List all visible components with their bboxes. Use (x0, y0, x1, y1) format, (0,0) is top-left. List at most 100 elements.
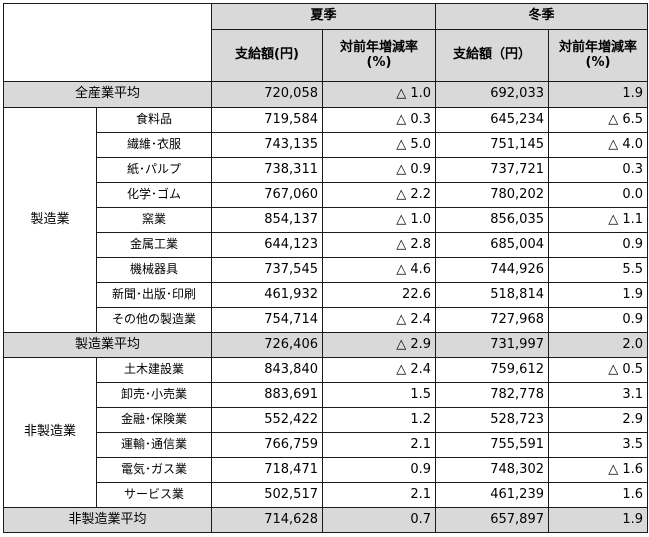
industry-label: 繊維･衣服 (96, 132, 212, 158)
manufacturing-average-row-winter-amount: 731,997 (435, 332, 549, 358)
non-manufacturing-average-row-label: 非製造業平均 (3, 507, 212, 533)
non-manufacturing-average-row-winter-amount: 657,897 (435, 507, 549, 533)
table-row: 金融･保険業 552,422 1.2 528,723 2.9 (4, 407, 648, 433)
non-manufacturing-average-row-summer-amount: 714,628 (211, 507, 323, 533)
winter-amount: 856,035 (435, 207, 549, 233)
winter-amount: 737,721 (435, 157, 549, 183)
manufacturing-average-row: 製造業平均 726,406 △ 2.9 731,997 2.0 (3, 332, 648, 358)
all-industry-average-row-label: 全産業平均 (3, 81, 212, 108)
table-row: 機械器具 737,545 △ 4.6 744,926 5.5 (4, 257, 648, 283)
table-row: 電気･ガス業 718,471 0.9 748,302 △ 1.6 (4, 457, 648, 483)
table-row: 窯業 854,137 △ 1.0 856,035 △ 1.1 (4, 207, 648, 233)
summer-rate: △ 2.8 (322, 232, 436, 258)
winter-amount: 759,612 (435, 357, 549, 383)
table-row: サービス業 502,517 2.1 461,239 1.6 (4, 482, 648, 508)
all-industry-average-row-summer-rate: △ 1.0 (322, 81, 436, 108)
table-row: 金属工業 644,123 △ 2.8 685,004 0.9 (4, 232, 648, 258)
summer-amount: 718,471 (211, 457, 323, 483)
summer-rate: △ 0.3 (322, 107, 436, 133)
manufacturing-group-label: 製造業 (3, 107, 97, 333)
winter-rate: △ 1.6 (548, 457, 648, 483)
table-row: 繊維･衣服 743,135 △ 5.0 751,145 △ 4.0 (4, 132, 648, 158)
header-summer-amount: 支給額(円) (211, 29, 323, 82)
industry-label: 卸売･小売業 (96, 382, 212, 408)
industry-label: 化学･ゴム (96, 182, 212, 208)
industry-label: 運輸･通信業 (96, 432, 212, 458)
summer-amount: 737,545 (211, 257, 323, 283)
summer-amount: 502,517 (211, 482, 323, 508)
summer-rate: 2.1 (322, 432, 436, 458)
winter-amount: 685,004 (435, 232, 549, 258)
summer-rate: △ 5.0 (322, 132, 436, 158)
industry-label: 紙･パルプ (96, 157, 212, 183)
winter-amount: 782,778 (435, 382, 549, 408)
industry-label: 金属工業 (96, 232, 212, 258)
summer-rate: 0.9 (322, 457, 436, 483)
table-row: 紙･パルプ 738,311 △ 0.9 737,721 0.3 (4, 157, 648, 183)
header-row-season: 夏季 冬季 (3, 3, 648, 82)
header-row-columns: 支給額(円) 対前年増減率 (%) 支給額（円） 対前年増減率 (%) (4, 29, 648, 82)
industry-label: 電気･ガス業 (96, 457, 212, 483)
summer-rate: △ 1.0 (322, 207, 436, 233)
winter-amount: 645,234 (435, 107, 549, 133)
summer-rate: △ 2.2 (322, 182, 436, 208)
winter-rate: 0.9 (548, 307, 648, 333)
summer-amount: 719,584 (211, 107, 323, 133)
summer-rate: △ 0.9 (322, 157, 436, 183)
winter-rate: 3.1 (548, 382, 648, 408)
manufacturing-average-row-label: 製造業平均 (3, 332, 212, 358)
summer-amount: 843,840 (211, 357, 323, 383)
table-row: 運輸･通信業 766,759 2.1 755,591 3.5 (4, 432, 648, 458)
header-winter: 冬季 (435, 3, 648, 30)
winter-amount: 528,723 (435, 407, 549, 433)
winter-amount: 518,814 (435, 282, 549, 308)
header-summer: 夏季 (211, 3, 436, 30)
summer-rate: △ 2.4 (322, 307, 436, 333)
summer-rate: 1.5 (322, 382, 436, 408)
industry-label: 新聞･出版･印刷 (96, 282, 212, 308)
non-manufacturing-group-label: 非製造業 (3, 357, 97, 508)
summer-amount: 766,759 (211, 432, 323, 458)
winter-amount: 744,926 (435, 257, 549, 283)
summer-amount: 743,135 (211, 132, 323, 158)
summer-amount: 738,311 (211, 157, 323, 183)
table-row: 非製造業 土木建設業 843,840 △ 2.4 759,612 △ 0.5 (3, 357, 648, 508)
summer-amount: 461,932 (211, 282, 323, 308)
all-industry-average-row-winter-amount: 692,033 (435, 81, 549, 108)
summer-amount: 552,422 (211, 407, 323, 433)
summer-rate: 22.6 (322, 282, 436, 308)
industry-label: 金融･保険業 (96, 407, 212, 433)
summer-amount: 854,137 (211, 207, 323, 233)
all-industry-average-row-summer-amount: 720,058 (211, 81, 323, 108)
winter-amount: 755,591 (435, 432, 549, 458)
industry-label: 窯業 (96, 207, 212, 233)
winter-amount: 727,968 (435, 307, 549, 333)
bonus-table-container: 夏季 冬季 支給額(円) 対前年増減率 (%) 支給額（円） 対前年増減率 (%… (3, 3, 648, 533)
winter-rate: 0.0 (548, 182, 648, 208)
manufacturing-average-row-winter-rate: 2.0 (548, 332, 648, 358)
winter-rate: 1.9 (548, 282, 648, 308)
table-row: 卸売･小売業 883,691 1.5 782,778 3.1 (4, 382, 648, 408)
winter-rate: 2.9 (548, 407, 648, 433)
bonus-table: 夏季 冬季 支給額(円) 対前年増減率 (%) 支給額（円） 対前年増減率 (%… (3, 3, 648, 533)
summer-rate: 2.1 (322, 482, 436, 508)
table-row: その他の製造業 754,714 △ 2.4 727,968 0.9 (4, 307, 648, 333)
winter-amount: 748,302 (435, 457, 549, 483)
winter-amount: 461,239 (435, 482, 549, 508)
winter-rate: △ 0.5 (548, 357, 648, 383)
winter-rate: 5.5 (548, 257, 648, 283)
industry-label: 土木建設業 (96, 357, 212, 383)
winter-rate: △ 1.1 (548, 207, 648, 233)
summer-amount: 883,691 (211, 382, 323, 408)
industry-label: 機械器具 (96, 257, 212, 283)
winter-rate: △ 4.0 (548, 132, 648, 158)
summer-rate: △ 4.6 (322, 257, 436, 283)
all-industry-average-row: 全産業平均 720,058 △ 1.0 692,033 1.9 (3, 81, 648, 108)
industry-label: サービス業 (96, 482, 212, 508)
table-row: 化学･ゴム 767,060 △ 2.2 780,202 0.0 (4, 182, 648, 208)
summer-rate: △ 2.4 (322, 357, 436, 383)
table-row: 新聞･出版･印刷 461,932 22.6 518,814 1.9 (4, 282, 648, 308)
industry-label: その他の製造業 (96, 307, 212, 333)
winter-rate: 0.3 (548, 157, 648, 183)
winter-amount: 751,145 (435, 132, 549, 158)
